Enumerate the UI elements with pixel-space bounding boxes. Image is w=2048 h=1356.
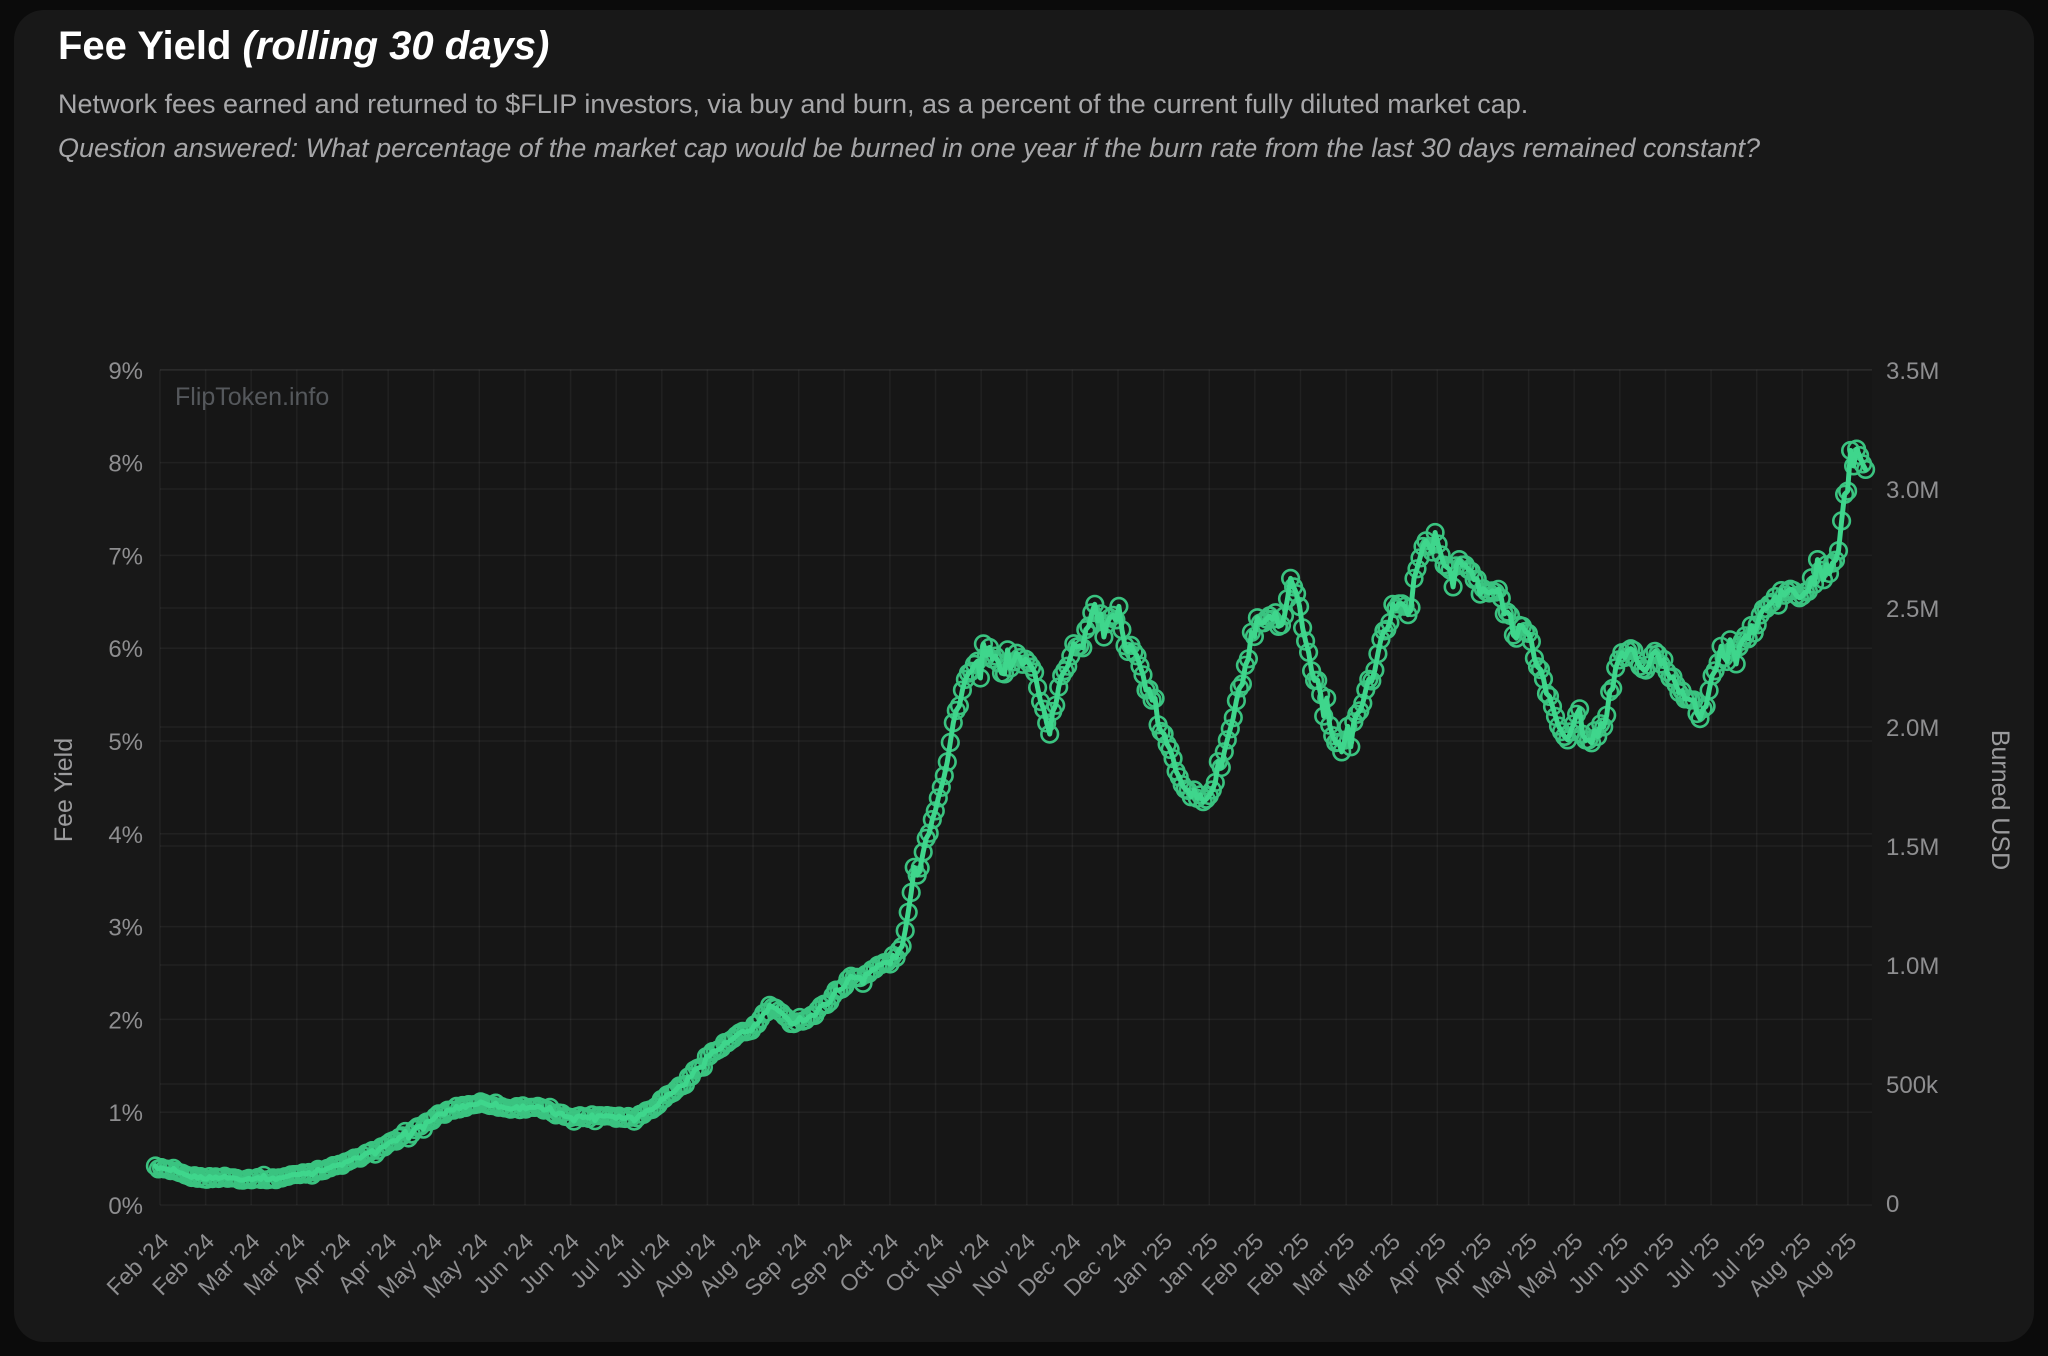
chart-card: Fee Yield (rolling 30 days) Network fees… (14, 10, 2034, 1342)
title-main: Fee Yield (58, 24, 243, 68)
title-suffix: (rolling 30 days) (242, 24, 550, 68)
page-title: Fee Yield (rolling 30 days) (58, 20, 1968, 72)
description-text: Network fees earned and returned to $FLI… (58, 89, 1529, 119)
chart-description: Network fees earned and returned to $FLI… (58, 82, 1938, 170)
question-text: Question answered: What percentage of th… (58, 133, 1760, 163)
chart-header: Fee Yield (rolling 30 days) Network fees… (58, 20, 1968, 170)
